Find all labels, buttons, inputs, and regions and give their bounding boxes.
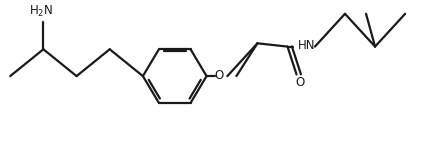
- Text: O: O: [214, 69, 223, 82]
- Text: HN: HN: [298, 39, 315, 52]
- Text: O: O: [295, 76, 305, 89]
- Text: H$_2$N: H$_2$N: [29, 4, 53, 20]
